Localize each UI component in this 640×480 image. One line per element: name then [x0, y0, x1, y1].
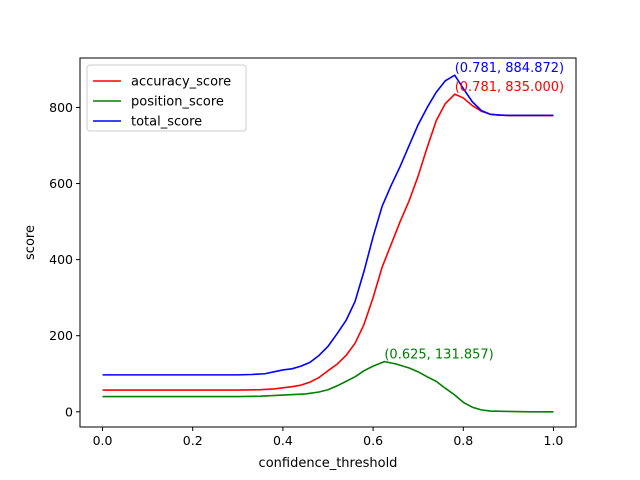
y-tick-label: 0 [65, 404, 73, 419]
legend: accuracy_score position_score total_score [86, 64, 247, 132]
y-axis: 0 200 400 600 800 [49, 100, 80, 419]
annotation-label: (0.781, 835.000) [455, 80, 564, 95]
x-tick-label: 0.6 [363, 433, 383, 448]
legend-box [86, 64, 247, 132]
plot-lines [102, 74, 554, 413]
series-line-accuracy-score [102, 93, 554, 391]
y-tick-label: 600 [49, 176, 73, 191]
x-tick-label: 0.0 [93, 433, 113, 448]
x-axis: 0.0 0.2 0.4 0.6 0.8 1.0 [93, 427, 564, 448]
x-axis-label: confidence_threshold [259, 456, 398, 471]
series-line-position-score [102, 360, 554, 413]
y-tick-label: 200 [49, 328, 73, 343]
legend-label: position_score [131, 95, 224, 110]
annotation-label: (0.625, 131.857) [384, 348, 493, 363]
x-tick-label: 0.8 [453, 433, 473, 448]
x-tick-label: 0.2 [183, 433, 203, 448]
x-tick-label: 1.0 [544, 433, 564, 448]
plot-frame [79, 57, 577, 428]
series-line-total-score [102, 74, 554, 376]
x-tick-label: 0.4 [273, 433, 293, 448]
legend-label: total_score [131, 115, 202, 130]
y-tick-label: 400 [49, 252, 73, 267]
legend-label: accuracy_score [131, 75, 231, 90]
annotations: (0.781, 884.872) (0.781, 835.000) (0.625, … [384, 61, 564, 362]
y-axis-label: score [23, 225, 38, 260]
annotation-label: (0.781, 884.872) [455, 61, 564, 76]
y-tick-label: 800 [49, 100, 73, 115]
